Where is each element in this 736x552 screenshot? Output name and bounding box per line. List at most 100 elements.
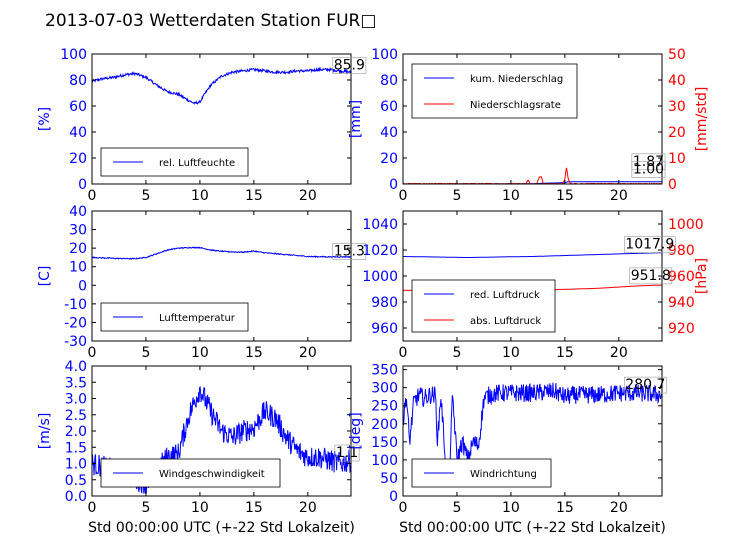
pressure-ytick-label: 1020 <box>362 243 398 259</box>
pressure-value-annotation-box <box>624 236 676 253</box>
humidity-ytick-label: 0 <box>78 177 87 193</box>
wind-speed-ytick-label: 1.0 <box>65 457 87 473</box>
pressure-y2axis-label: [hPa] <box>694 258 710 294</box>
pressure-legend: red. Luftdruck abs. Luftdruck <box>411 279 556 333</box>
pressure-xtick-label: 0 <box>399 345 408 361</box>
humidity-ytick-label: 40 <box>69 125 87 141</box>
humidity-chart: 0 5 10 15 20 0 20 40 60 80 100 [%] rel. Luftfeuchte 8… <box>37 47 367 204</box>
wind-speed-legend-label: Windgeschwindigkeit <box>159 469 265 480</box>
pressure-xtick-label: 15 <box>556 345 574 361</box>
precipitation-y2tick-label: 20 <box>668 125 686 141</box>
humidity-yaxis-label: [%] <box>37 107 53 131</box>
wind-direction-value-annotation-box <box>624 376 667 394</box>
temperature-xtick-label: 0 <box>88 345 97 361</box>
wind-speed-xaxis-label: Std 00:00:00 UTC (+-22 Std Lokalzeit) <box>88 520 355 536</box>
temperature-ytick-label: -30 <box>64 334 87 350</box>
humidity-legend-label: rel. Luftfeuchte <box>159 158 235 169</box>
wind-direction-xaxis-label: Std 00:00:00 UTC (+-22 Std Lokalzeit) <box>399 520 666 536</box>
precipitation-ytick-label: 40 <box>380 125 398 141</box>
wind-speed-ytick-label: 0.5 <box>65 473 87 489</box>
temperature-xtick-label: 20 <box>299 345 317 361</box>
wind-speed-ytick-label: 0.0 <box>65 489 87 505</box>
wind-direction-value-annotation: 280.7 <box>625 377 665 393</box>
temperature-xtick-label: 10 <box>191 345 209 361</box>
humidity-legend: rel. Luftfeuchte <box>100 147 249 177</box>
wind-direction-xtick-label: 20 <box>610 500 628 516</box>
humidity-value-annotation: 85.9 <box>334 58 365 74</box>
wind-direction-yaxis-label: [deg] <box>348 412 364 449</box>
temperature-xtick-label: 5 <box>141 345 150 361</box>
pressure-xtick-label: 20 <box>610 345 628 361</box>
precipitation-legend-label: Niederschlagsrate <box>470 100 561 111</box>
humidity-ytick-label: 60 <box>69 99 87 115</box>
precipitation-ytick-label: 100 <box>371 47 398 63</box>
wind-speed-xtick-label: 15 <box>245 500 263 516</box>
wind-speed-value-annotation: 1.1 <box>336 445 358 461</box>
wind-direction-xtick-label: 0 <box>399 500 408 516</box>
humidity-ytick-label: 80 <box>69 73 87 89</box>
wind-speed-ytick-label: 2.5 <box>65 408 87 424</box>
precipitation-y2tick-label: 50 <box>668 47 686 63</box>
precipitation-y2axis-label: [mm/std] <box>694 87 710 152</box>
temperature-series-line-0 <box>92 246 351 260</box>
precipitation-ytick-label: 20 <box>380 151 398 167</box>
precipitation-xtick-label: 10 <box>502 188 520 204</box>
precipitation-ytick-label: 80 <box>380 73 398 89</box>
pressure-ytick-label: 1040 <box>362 217 398 233</box>
temperature-yaxis-label: [C] <box>37 266 53 287</box>
precipitation-ytick-label: 60 <box>380 99 398 115</box>
precipitation-legend: kum. Niederschlag Niederschlagsrate <box>411 63 578 119</box>
wind-direction-ytick-label: 0 <box>389 489 398 505</box>
precipitation-value-annotation-box <box>631 161 666 178</box>
temperature-legend: Lufttemperatur <box>100 302 249 332</box>
pressure-value-annotation: 1017.9 <box>625 237 674 253</box>
wind-direction-xtick-label: 15 <box>556 500 574 516</box>
temperature-ytick-label: -10 <box>64 297 87 313</box>
humidity-xtick-label: 20 <box>299 188 317 204</box>
precipitation-yaxis-label: [mm] <box>348 100 364 138</box>
wind-direction-ytick-label: 350 <box>371 363 398 379</box>
wind-speed-ytick-label: 1.5 <box>65 440 87 456</box>
wind-speed-ytick-label: 3.0 <box>65 392 87 408</box>
wind-direction-legend-label: Windrichtung <box>470 469 537 480</box>
wind-direction-ytick-label: 50 <box>380 471 398 487</box>
pressure-ytick-label: 960 <box>371 321 398 337</box>
pressure-ytick-label: 980 <box>371 295 398 311</box>
humidity-ytick-label: 20 <box>69 151 87 167</box>
temperature-ytick-label: 10 <box>69 260 87 276</box>
wind-direction-xtick-label: 5 <box>452 500 461 516</box>
humidity-xtick-label: 5 <box>141 188 150 204</box>
precipitation-legend-box <box>411 63 578 119</box>
wind-speed-xtick-label: 10 <box>191 500 209 516</box>
humidity-frame <box>91 53 352 185</box>
temperature-ytick-label: 40 <box>69 204 87 220</box>
humidity-value-annotation-box <box>332 57 367 74</box>
temperature-value-annotation: 15.3 <box>334 244 365 260</box>
wind-direction-legend: Windrichtung <box>411 458 552 488</box>
precipitation-legend-label: kum. Niederschlag <box>470 74 563 85</box>
wind-speed-ytick-label: 2.0 <box>65 424 87 440</box>
pressure-y2tick-label: 960 <box>668 269 695 285</box>
precipitation-y2tick-label: 10 <box>668 151 686 167</box>
wind-speed-xtick-label: 20 <box>299 500 317 516</box>
wind-speed-legend: Windgeschwindigkeit <box>100 458 281 488</box>
pressure-value-annotation-box <box>629 267 673 285</box>
precipitation-frame <box>402 53 663 185</box>
pressure-y2tick-label: 940 <box>668 295 695 311</box>
wind-direction-ytick-label: 100 <box>371 453 398 469</box>
humidity-xtick-label: 0 <box>88 188 97 204</box>
temperature-ytick-label: -20 <box>64 315 87 331</box>
humidity-xtick-label: 15 <box>245 188 263 204</box>
wind-speed-xtick-label: 5 <box>141 500 150 516</box>
pressure-ytick-label: 1000 <box>362 269 398 285</box>
temperature-legend-label: Lufttemperatur <box>159 313 236 324</box>
wind-direction-ytick-label: 150 <box>371 435 398 451</box>
temperature-frame <box>91 210 352 342</box>
pressure-legend-label: red. Luftdruck <box>470 290 540 301</box>
temperature-value-annotation-box <box>332 243 367 260</box>
wind-speed-ytick-label: 4.0 <box>65 359 87 375</box>
wind-speed-ytick-label: 3.5 <box>65 375 87 391</box>
wind-speed-xtick-label: 0 <box>88 500 97 516</box>
pressure-value-annotation: 951.8 <box>631 268 671 284</box>
